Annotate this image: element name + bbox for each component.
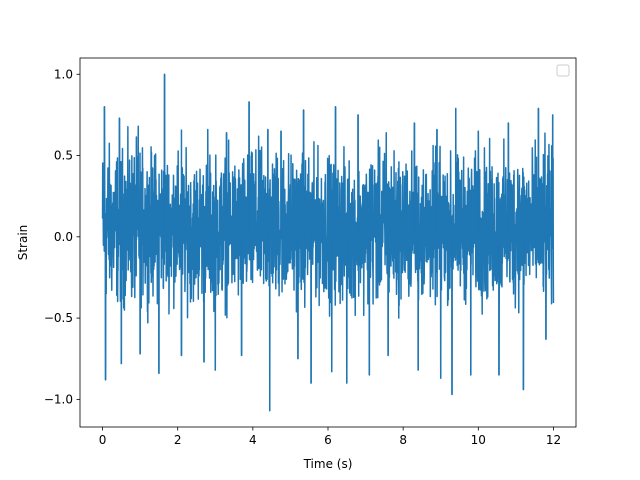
- y-tick-label: −1.0: [44, 392, 73, 406]
- x-tick-label: 10: [471, 433, 486, 447]
- x-tick-label: 6: [324, 433, 332, 447]
- x-tick-label: 8: [399, 433, 407, 447]
- x-axis-label: Time (s): [303, 457, 353, 471]
- x-tick-label: 2: [174, 433, 182, 447]
- x-tick-label: 4: [249, 433, 257, 447]
- y-tick-label: 1.0: [54, 67, 73, 81]
- y-axis-label: Strain: [16, 225, 30, 261]
- y-tick-label: 0.5: [54, 149, 73, 163]
- x-tick-label: 0: [99, 433, 107, 447]
- y-axis: −1.0 −0.5 0.0 0.5 1.0: [44, 67, 80, 406]
- y-tick-label: 0.0: [54, 230, 73, 244]
- legend-box: [556, 64, 570, 77]
- x-axis: 0 2 4 6 8 10 12: [99, 427, 561, 447]
- x-tick-label: 12: [546, 433, 561, 447]
- y-tick-label: −0.5: [44, 311, 73, 325]
- plot-area: [101, 73, 555, 412]
